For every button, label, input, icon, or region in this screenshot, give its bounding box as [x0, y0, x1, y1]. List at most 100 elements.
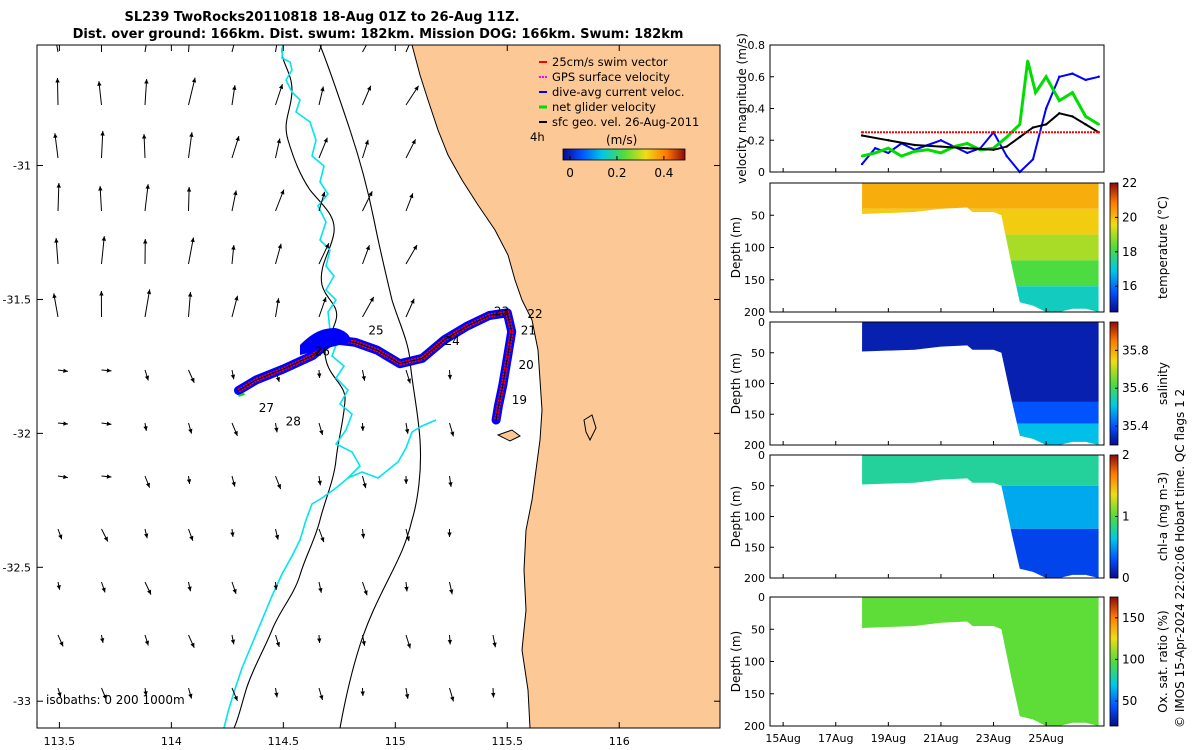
map-ytick-label: -31.5: [3, 293, 31, 306]
velocity-arrow-head: [145, 482, 150, 488]
velocity-arrow-head: [144, 640, 150, 646]
velocity-arrow-head: [447, 532, 452, 537]
velocity-arrow-head: [324, 243, 329, 249]
vel-ytick-label: 0.6: [748, 71, 766, 84]
series-point: [1005, 154, 1008, 158]
velocity-arrow-shaft: [275, 45, 278, 53]
series-point: [966, 146, 969, 150]
series-point: [1084, 115, 1087, 118]
velocity-arrow-head: [232, 588, 237, 594]
series-point: [1044, 107, 1048, 110]
series-point: [1071, 72, 1074, 75]
velocity-arrow-head: [55, 78, 60, 83]
dive-avg-track-blob: [300, 328, 351, 355]
velocity-arrow-head: [100, 638, 105, 643]
series-point: [887, 151, 890, 155]
velocity-arrow-head: [100, 131, 105, 136]
vel-ytick-label: 0.2: [748, 134, 766, 147]
series-point: [1031, 158, 1035, 161]
map-xtick-label: 115.5: [492, 735, 524, 748]
depth-ytick-label: 100: [744, 242, 765, 255]
velocity-arrow-shaft: [144, 45, 147, 53]
figure-title-line2: Dist. over ground: 166km. Dist. swum: 18…: [73, 27, 684, 42]
section-band: [862, 455, 1099, 486]
velocity-arrow-shaft: [188, 45, 190, 53]
velocity-arrow-head: [233, 695, 238, 701]
velocity-arrow-head: [53, 133, 58, 138]
velocity-arrow-head: [367, 85, 372, 91]
velocity-arrow-head: [101, 587, 106, 593]
velocity-arrow-head: [274, 534, 280, 540]
velocity-arrow-head: [59, 641, 64, 647]
series-point: [873, 146, 877, 150]
map-xtick-label: 113.5: [44, 735, 76, 748]
velocity-arrow-head: [277, 243, 282, 249]
velocity-arrow-shaft: [56, 45, 59, 53]
series-point: [1005, 135, 1008, 139]
colorbar-tick-label: 100: [1122, 652, 1145, 666]
series-point: [1034, 91, 1037, 94]
velocity-arrow-head: [98, 186, 103, 191]
colorbar-label: salinity: [1156, 362, 1170, 405]
depth-ytick-label: 0: [758, 316, 765, 329]
series-point: [887, 146, 890, 150]
velocity-arrow-head: [447, 374, 453, 380]
copyright-text: © IMOS 15-Apr-2024 22:02:06 Hobart time.…: [1173, 389, 1187, 728]
depth-ytick-label: 50: [751, 480, 765, 493]
velocity-arrow-head: [106, 474, 112, 479]
velocity-arrow-head: [143, 239, 148, 244]
day-label: 28: [286, 414, 301, 428]
velocity-arrow-head: [102, 694, 107, 700]
series-point: [873, 151, 877, 155]
velocity-arrow-head: [97, 81, 102, 86]
series-point: [913, 150, 916, 153]
velocity-arrow-head: [450, 696, 455, 702]
velocity-arrow-head: [411, 139, 416, 145]
colorbar-label: Ox. sat. ratio (%): [1156, 610, 1170, 712]
day-label: 26: [315, 345, 330, 359]
velocity-arrow-head: [146, 289, 152, 295]
panel-frame: [769, 454, 1105, 579]
time-tick-label: 25Aug: [1028, 732, 1063, 745]
velocity-arrow-head: [230, 639, 236, 645]
velocity-arrow-head: [106, 421, 112, 426]
velocity-arrow-head: [369, 296, 374, 302]
depth-ytick-label: 150: [744, 274, 765, 287]
series-point: [1071, 115, 1074, 118]
land-mass: [411, 45, 720, 728]
series-point: [939, 151, 943, 155]
depth-ytick-label: 200: [744, 720, 765, 733]
rottnest-island: [496, 429, 521, 442]
day-label: 23: [494, 305, 509, 319]
map-xtick-label: 114: [161, 735, 182, 748]
legend-swim-vector: 25cm/s swim vector: [552, 55, 668, 69]
colorbar-tick-label: 18: [1122, 245, 1137, 259]
map-ytick-label: -31: [13, 160, 31, 173]
velocity-arrow-head: [360, 533, 366, 539]
glider-track: [234, 308, 517, 425]
series-point: [1044, 123, 1048, 126]
day-label: 21: [521, 323, 536, 337]
velocity-arrow-head: [364, 139, 369, 145]
velocity-arrow-head: [144, 79, 149, 84]
map-legend: 25cm/s swim vector GPS surface velocity …: [530, 55, 699, 180]
velocity-arrow-head: [319, 430, 324, 436]
map-panel: 19 20 21 22 23 24 25 26 27 28 113.5 114 114.5 115 115…: [3, 44, 721, 748]
velocity-arrow-head: [233, 430, 238, 436]
velocity-arrow-head: [323, 137, 328, 143]
velocity-arrow-head: [232, 85, 237, 90]
garden-island: [583, 414, 597, 442]
depth-ytick-label: 150: [744, 408, 765, 421]
series-point: [939, 145, 943, 148]
track-line: [238, 312, 513, 421]
velocity-arrow-head: [143, 426, 148, 431]
velocity-arrow-head: [361, 375, 366, 381]
velocity-arrow-head: [189, 535, 194, 541]
velocity-arrow-head: [230, 532, 235, 537]
map-xtick-label: 114.5: [268, 735, 300, 748]
colorbar-tick-label: 150: [1122, 611, 1145, 625]
velocity-arrow-shaft: [188, 77, 196, 106]
series-point: [900, 154, 903, 158]
